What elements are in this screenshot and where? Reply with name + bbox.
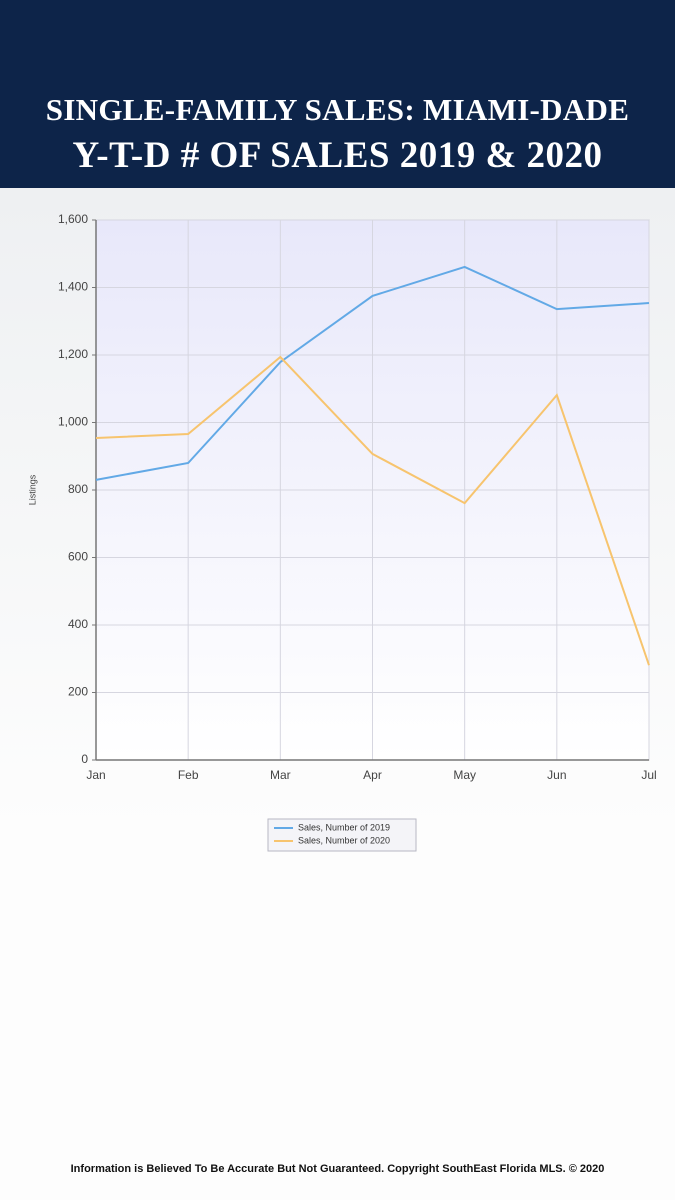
x-tick-label: Jun [547,768,566,782]
y-tick-label: 200 [68,685,88,699]
y-axis-label: Listings [27,474,37,505]
y-tick-label: 400 [68,617,88,631]
x-tick-label: Jan [86,768,105,782]
legend-label: Sales, Number of 2020 [298,835,390,845]
y-tick-label: 0 [81,752,88,766]
series-line [95,355,650,666]
x-tick-label: May [453,768,476,782]
footer: Information is Believed To Be Accurate B… [70,1163,605,1175]
y-tick-label: 1,200 [58,347,88,361]
title: SINGLE-FAMILY SALES: MIAMI-DADE [45,92,630,127]
x-tick-label: Feb [178,768,199,782]
subtitle: Y-T-D # OF SALES 2019 & 2020 [72,135,603,176]
x-tick-label: Mar [270,768,291,782]
legend-box [267,818,417,852]
y-tick-label: 1,400 [58,280,88,294]
x-tick-label: Apr [363,768,382,782]
y-tick-label: 1,600 [58,212,88,226]
legend-label: Sales, Number of 2019 [298,822,390,832]
x-tick-label: Jul [641,768,656,782]
y-tick-label: 1,000 [58,415,88,429]
header: SINGLE-FAMILY SALES: MIAMI-DADE Y-T-D # … [0,0,675,188]
y-tick-label: 800 [68,482,88,496]
series-line [95,265,650,481]
y-tick-label: 600 [68,550,88,564]
legend: Sales, Number of 2019 Sales, Number of 20… [267,818,417,852]
